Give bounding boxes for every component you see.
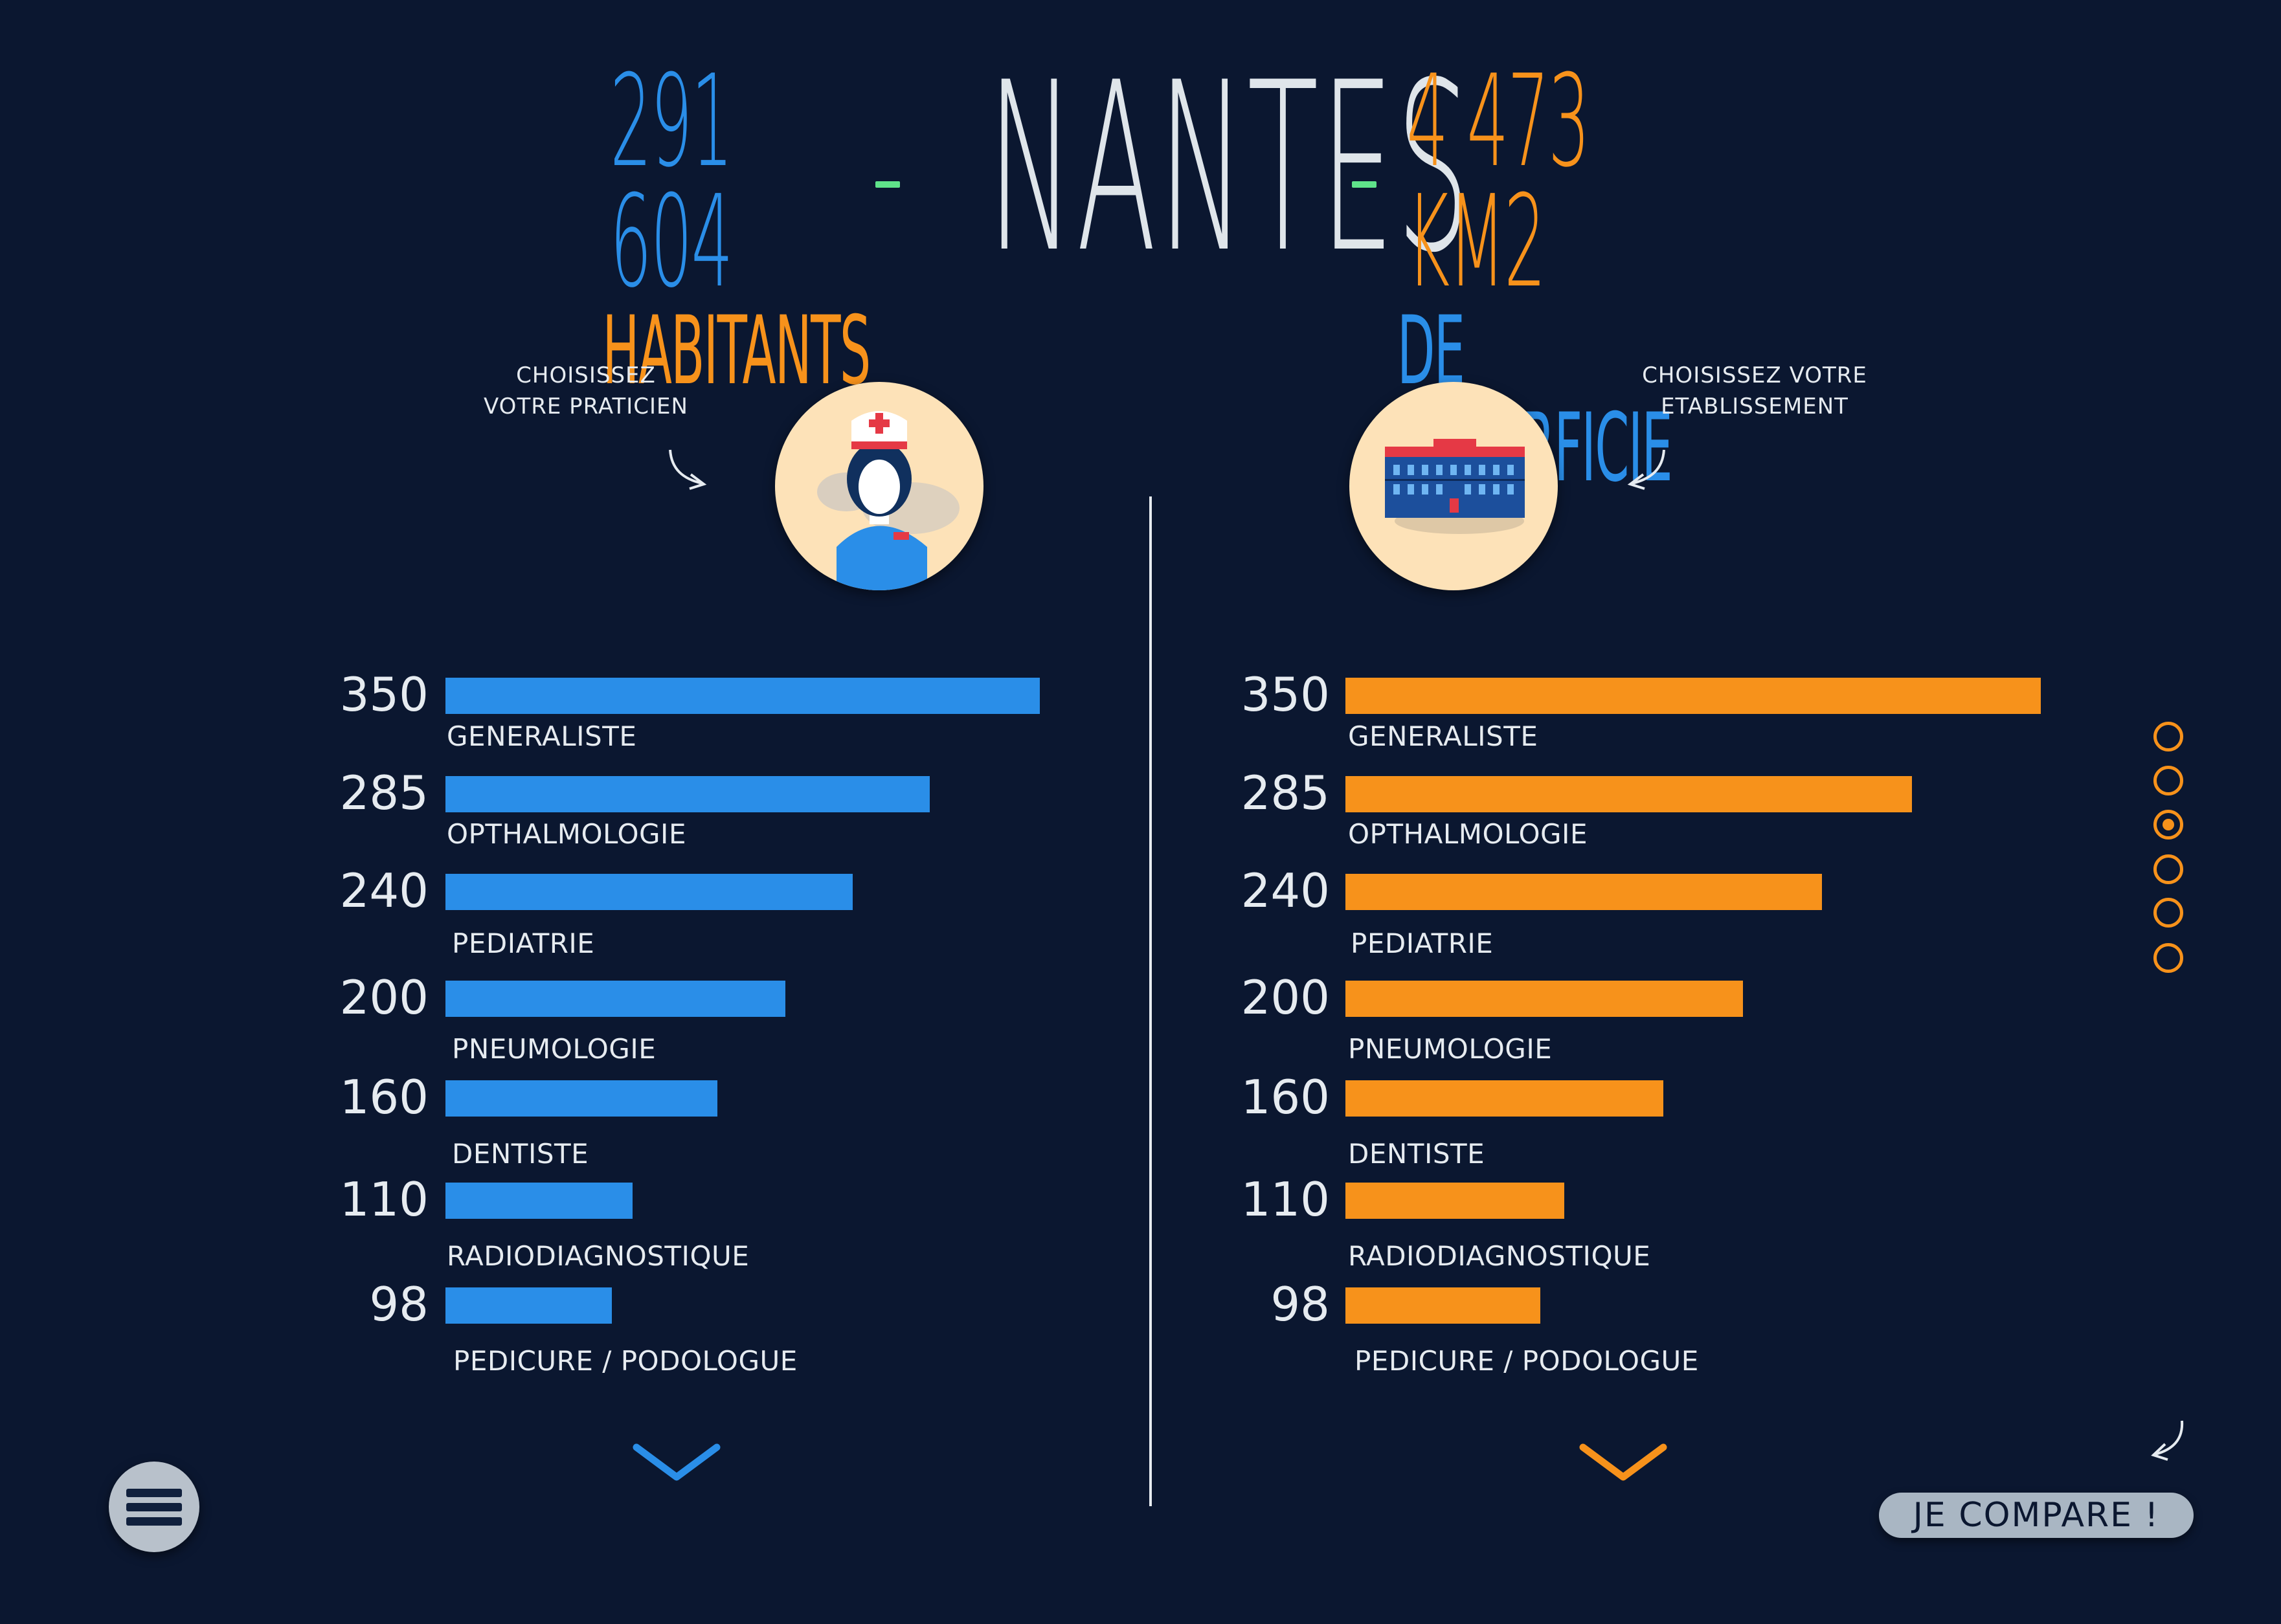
bar-value-label: 285	[1241, 766, 1330, 820]
chevron-down-icon[interactable]	[633, 1442, 721, 1484]
practitioner-prompt-line2: VOTRE PRATICIEN	[484, 394, 688, 419]
bar-value-label: 285	[339, 766, 429, 820]
page-title: NANTES	[987, 32, 1472, 304]
separator-dash	[875, 181, 900, 188]
bar-category-label: PEDIATRIE	[452, 928, 595, 959]
bar[interactable]	[1345, 776, 1912, 812]
page-dot[interactable]	[2153, 854, 2183, 884]
bar-category-label: PEDICURE / PODOLOGUE	[1354, 1345, 1699, 1377]
bar-value-label: 160	[339, 1070, 429, 1124]
page-dot[interactable]	[2153, 766, 2183, 795]
bar[interactable]	[445, 678, 1040, 714]
bar[interactable]	[445, 981, 785, 1017]
bar-category-label: PNEUMOLOGIE	[452, 1033, 657, 1065]
area-value: 4 473 KM2	[1406, 48, 1590, 316]
bar-category-label: RADIODIAGNOSTIQUE	[1348, 1240, 1651, 1272]
practitioner-prompt-line1: CHOISISSEZ	[516, 362, 656, 388]
bar[interactable]	[1345, 874, 1822, 910]
hamburger-menu-icon[interactable]	[109, 1462, 199, 1552]
bar-value-label: 98	[1270, 1277, 1330, 1331]
curved-arrow-icon	[1627, 449, 1665, 490]
bar-value-label: 110	[339, 1172, 429, 1227]
establishment-prompt-line1: CHOISISSEZ VOTRE	[1642, 362, 1867, 388]
bar-category-label: OPTHALMOLOGIE	[447, 818, 686, 850]
page-dot[interactable]	[2153, 943, 2183, 973]
page-dot[interactable]	[2153, 722, 2183, 751]
bar-category-label: GENERALISTE	[447, 720, 637, 752]
population-label: HABITANTS	[602, 296, 871, 406]
bar-value-label: 240	[339, 863, 429, 918]
bar-category-label: OPTHALMOLOGIE	[1348, 818, 1588, 850]
establishment-prompt-line2: ETABLISSEMENT	[1661, 394, 1848, 419]
bar-category-label: RADIODIAGNOSTIQUE	[447, 1240, 750, 1272]
bar[interactable]	[445, 1287, 612, 1324]
practitioner-prompt: CHOISISSEZ VOTRE PRATICIEN	[466, 360, 706, 422]
chevron-down-icon[interactable]	[1579, 1442, 1667, 1484]
curved-arrow-icon	[2151, 1420, 2184, 1461]
bar-value-label: 350	[339, 667, 429, 722]
bar[interactable]	[1345, 1080, 1663, 1117]
separator-dash	[1352, 181, 1376, 188]
bar[interactable]	[1345, 1183, 1564, 1219]
bar[interactable]	[445, 874, 853, 910]
bar[interactable]	[445, 776, 930, 812]
bar[interactable]	[445, 1183, 633, 1219]
population-stat: 291 604 HABITANTS	[602, 48, 871, 399]
bar[interactable]	[1345, 1287, 1540, 1324]
bar-value-label: 200	[1241, 970, 1330, 1025]
hospital-building-icon[interactable]	[1349, 382, 1558, 590]
bar-category-label: PEDIATRIE	[1351, 928, 1494, 959]
bar[interactable]	[1345, 678, 2041, 714]
bar-value-label: 240	[1241, 863, 1330, 918]
establishment-prompt: CHOISISSEZ VOTRE ETABLISSEMENT	[1632, 360, 1878, 422]
bar-category-label: GENERALISTE	[1348, 720, 1538, 752]
bar-value-label: 110	[1241, 1172, 1330, 1227]
nurse-icon[interactable]	[775, 382, 983, 590]
bar-value-label: 200	[339, 970, 429, 1025]
bar-value-label: 350	[1241, 667, 1330, 722]
bar-category-label: DENTISTE	[1348, 1138, 1485, 1170]
bar-category-label: PNEUMOLOGIE	[1348, 1033, 1553, 1065]
bar[interactable]	[1345, 981, 1743, 1017]
compare-button[interactable]: JE COMPARE !	[1879, 1493, 2194, 1538]
bar-category-label: DENTISTE	[452, 1138, 589, 1170]
page-dot[interactable]	[2153, 810, 2183, 840]
bar-category-label: PEDICURE / PODOLOGUE	[453, 1345, 798, 1377]
panel-divider	[1149, 496, 1152, 1506]
bar[interactable]	[445, 1080, 717, 1117]
bar-value-label: 98	[369, 1277, 429, 1331]
page-dot[interactable]	[2153, 898, 2183, 928]
population-value: 291 604	[610, 48, 733, 316]
curved-arrow-icon	[669, 449, 707, 490]
bar-value-label: 160	[1241, 1070, 1330, 1124]
